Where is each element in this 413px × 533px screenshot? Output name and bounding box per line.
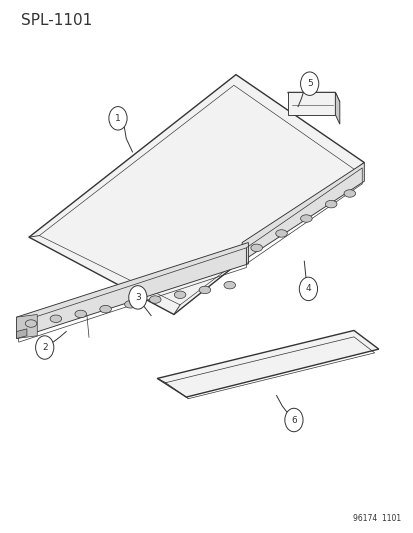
Polygon shape [17,243,248,338]
Text: 96174  1101: 96174 1101 [353,514,401,523]
Text: 4: 4 [305,285,311,293]
Ellipse shape [223,281,235,289]
Circle shape [36,336,54,359]
Polygon shape [335,92,339,124]
Ellipse shape [100,305,111,313]
Polygon shape [242,163,363,261]
Ellipse shape [343,190,355,197]
Ellipse shape [250,244,262,252]
Ellipse shape [199,286,210,294]
Circle shape [300,72,318,95]
Circle shape [299,277,317,301]
Text: 6: 6 [290,416,296,424]
Polygon shape [287,92,335,115]
Ellipse shape [325,200,336,208]
Ellipse shape [275,230,287,237]
Text: 2: 2 [42,343,47,352]
Polygon shape [17,329,27,338]
Text: 5: 5 [306,79,312,88]
Polygon shape [17,314,37,338]
Polygon shape [29,75,363,314]
Text: 1: 1 [115,114,121,123]
Ellipse shape [174,291,185,298]
Ellipse shape [300,215,311,222]
Text: 3: 3 [135,293,140,302]
Ellipse shape [149,296,161,303]
Polygon shape [157,330,378,397]
Circle shape [284,408,302,432]
Ellipse shape [50,315,62,322]
Ellipse shape [124,301,136,308]
Polygon shape [287,92,339,102]
Circle shape [128,286,147,309]
Circle shape [109,107,127,130]
Text: SPL-1101: SPL-1101 [21,13,92,28]
Ellipse shape [75,310,86,318]
Ellipse shape [25,320,37,327]
